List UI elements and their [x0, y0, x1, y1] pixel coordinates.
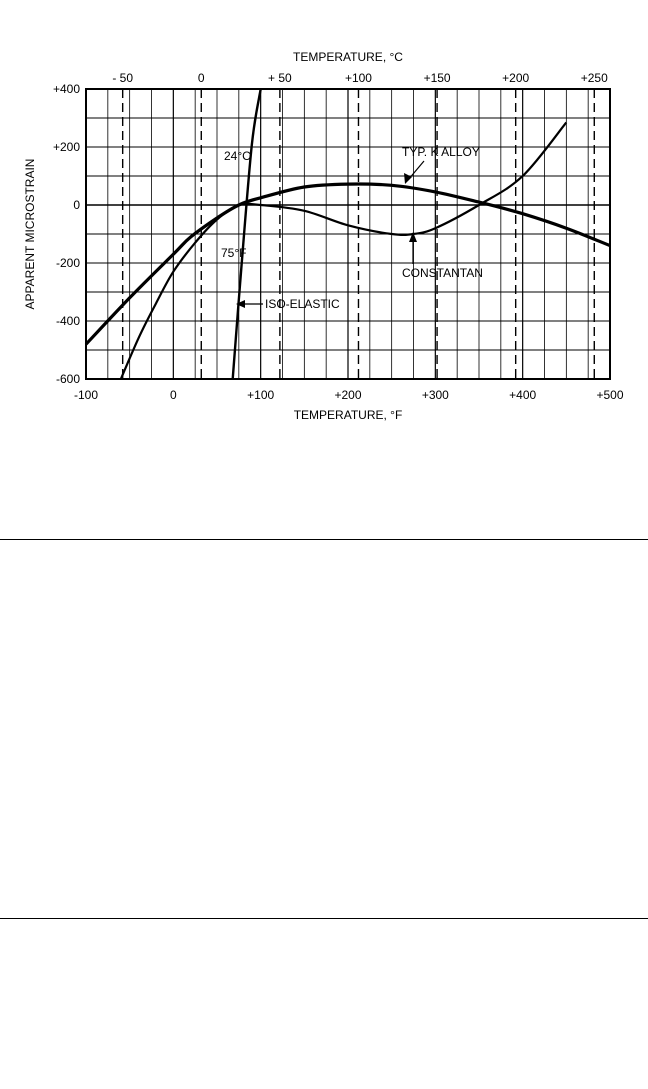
divider-rule — [0, 918, 648, 919]
x-axis-title: TEMPERATURE, °F — [294, 408, 403, 422]
chart: -100 0 +100 +200 +300 +400 +500 - 50 0 + 50 +100 +1… — [23, 50, 624, 422]
x-tick-label: 0 — [170, 388, 177, 402]
annotation-iso-elastic: ISO-ELASTIC — [265, 297, 340, 311]
x2-tick-label: - 50 — [112, 71, 133, 85]
tick-labels: -100 0 +100 +200 +300 +400 +500 - 50 0 + 50 +100 +1… — [53, 71, 624, 402]
y-axis-title: APPARENT MICROSTRAIN — [23, 159, 37, 310]
x-tick-label: +100 — [247, 388, 274, 402]
x2-tick-label: 0 — [198, 71, 205, 85]
plot-area — [85, 88, 611, 380]
y-tick-label: -400 — [56, 314, 80, 328]
x-tick-label: -100 — [74, 388, 98, 402]
x-tick-label: +200 — [334, 388, 361, 402]
x-tick-label: +500 — [596, 388, 623, 402]
x2-axis-title: TEMPERATURE, °C — [293, 50, 403, 64]
annotation-typ-k-alloy: TYP. K ALLOY — [402, 145, 480, 159]
y-tick-label: +200 — [53, 140, 80, 154]
x2-tick-label: +200 — [502, 71, 529, 85]
x2-tick-label: +150 — [424, 71, 451, 85]
y-tick-label: -600 — [56, 372, 80, 386]
annotation-24c: 24°C — [224, 149, 251, 163]
annotation-75f: 75°F — [221, 246, 246, 260]
arrowhead-iso-elastic — [236, 300, 245, 308]
annotations: 24°C 75°F TYP. K ALLOY CONSTANTAN ISO-EL… — [221, 145, 483, 311]
series-constantan — [119, 121, 568, 380]
y-tick-label: 0 — [73, 198, 80, 212]
arrowhead-constantan — [409, 232, 417, 242]
annotation-constantan: CONSTANTAN — [402, 266, 483, 280]
series-layer — [84, 88, 611, 380]
y-tick-label: +400 — [53, 82, 80, 96]
arrowhead-typ-k-alloy — [404, 173, 412, 184]
x-tick-label: +300 — [422, 388, 449, 402]
divider-rule — [0, 539, 648, 540]
x2-tick-label: +250 — [581, 71, 608, 85]
grid — [86, 89, 610, 379]
series-typ-k-alloy — [84, 182, 611, 346]
series-iso-elastic — [231, 88, 262, 380]
y-tick-label: -200 — [56, 256, 80, 270]
x2-tick-label: + 50 — [268, 71, 292, 85]
x2-tick-label: +100 — [345, 71, 372, 85]
x-tick-label: +400 — [509, 388, 536, 402]
